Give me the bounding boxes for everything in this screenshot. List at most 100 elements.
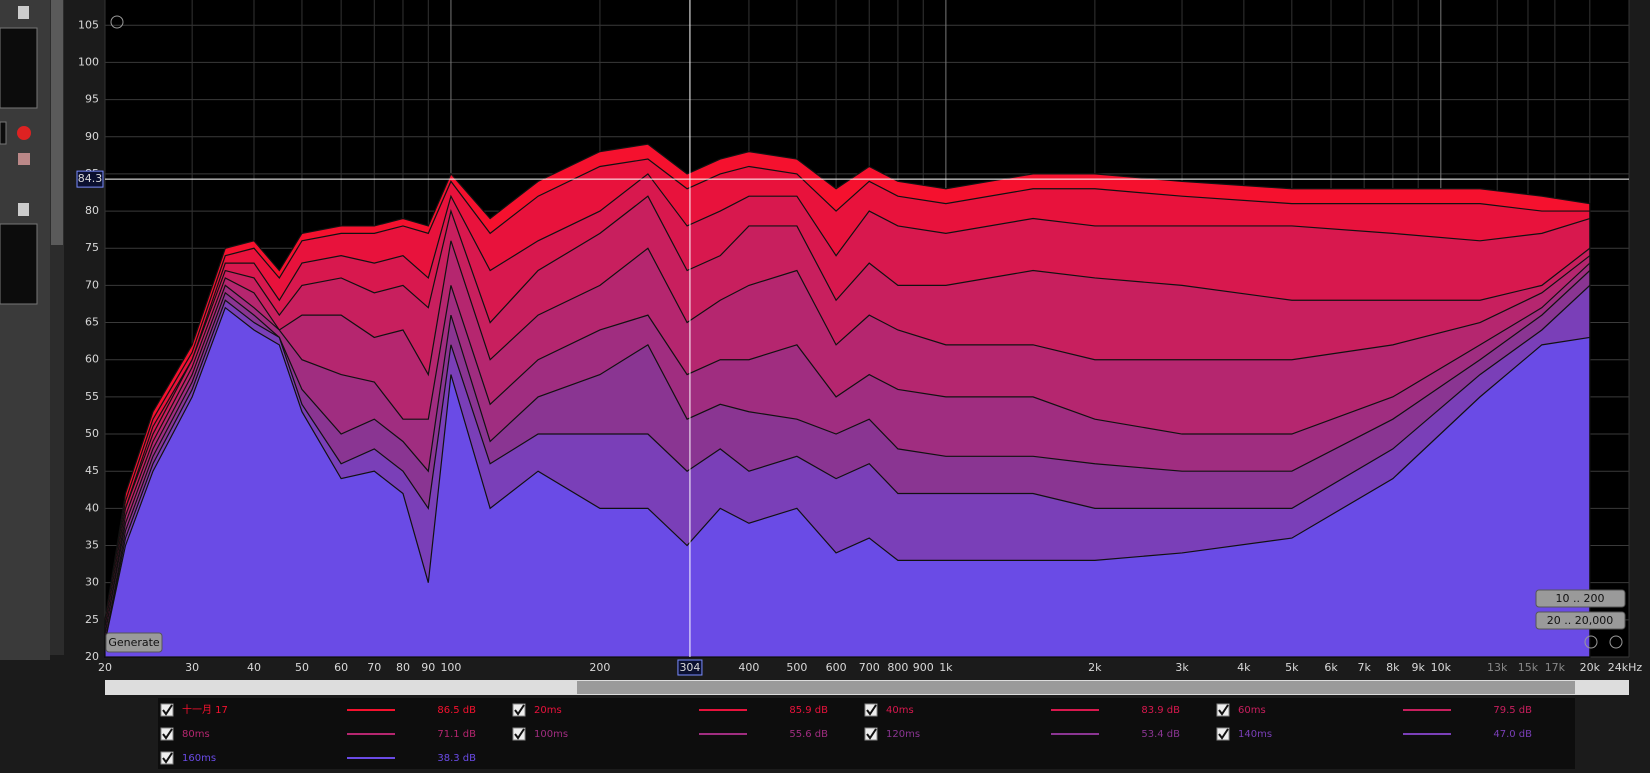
legend-name: 40ms <box>886 705 914 716</box>
x-tick-label: 30 <box>185 661 199 674</box>
x-tick-label: 7k <box>1357 661 1371 674</box>
y-tick-label: 105 <box>78 18 99 31</box>
x-tick-label: 500 <box>786 661 807 674</box>
x-tick-label: 8k <box>1386 661 1400 674</box>
y-tick-label: 35 <box>85 539 99 552</box>
side-panel <box>0 0 50 660</box>
h-scroll-thumb[interactable] <box>577 681 1575 694</box>
x-tick-label: 9k <box>1411 661 1425 674</box>
y-tick-label: 70 <box>85 278 99 291</box>
legend-value: 85.9 dB <box>789 705 828 716</box>
check-mark <box>866 704 877 716</box>
legend-name: 80ms <box>182 729 210 740</box>
legend-name: 140ms <box>1238 729 1272 740</box>
cursor-x-box <box>677 659 703 676</box>
button-label: Generate <box>108 636 160 649</box>
x-tick-label: 80 <box>396 661 410 674</box>
legend-value: 83.9 dB <box>1141 705 1180 716</box>
legend-name: 60ms <box>1238 705 1266 716</box>
x-tick-label: 100 <box>440 661 461 674</box>
legend-value: 79.5 dB <box>1493 705 1532 716</box>
x-tick-label: 13k <box>1487 661 1508 674</box>
x-tick-label: 3k <box>1175 661 1189 674</box>
legend-value: 38.3 dB <box>437 753 476 764</box>
x-tick-label: 20 <box>98 661 112 674</box>
x-tick-label: 1k <box>939 661 953 674</box>
x-tick-label: 900 <box>913 661 934 674</box>
legend-value: 86.5 dB <box>437 705 476 716</box>
check-mark <box>162 728 173 740</box>
cursor-y-box <box>76 170 104 188</box>
check-mark <box>1218 728 1229 740</box>
x-tick-label: 70 <box>367 661 381 674</box>
check-mark <box>514 728 525 740</box>
edit-icon[interactable] <box>18 153 30 165</box>
y-tick-label: 80 <box>85 204 99 217</box>
x-tick-label: 200 <box>589 661 610 674</box>
button-label: 10 .. 200 <box>1556 592 1605 605</box>
zoom-out-icon[interactable] <box>1584 635 1598 649</box>
x-tick-label: 90 <box>421 661 435 674</box>
y-tick-label: 75 <box>85 241 99 254</box>
y-tick-label: 55 <box>85 390 99 403</box>
y-tick-label: 60 <box>85 353 99 366</box>
legend-value: 55.6 dB <box>789 729 828 740</box>
side-scroll-thumb[interactable] <box>51 0 63 245</box>
legend-name: 160ms <box>182 753 216 764</box>
check-mark <box>514 704 525 716</box>
y-tick-label: 100 <box>78 55 99 68</box>
legend-name: 20ms <box>534 705 562 716</box>
x-tick-label: 4k <box>1237 661 1251 674</box>
y-tick-label: 45 <box>85 464 99 477</box>
doc-icon[interactable] <box>18 6 29 19</box>
x-tick-label: 15k <box>1518 661 1539 674</box>
y-tick-label: 50 <box>85 427 99 440</box>
x-tick-label: 17k <box>1545 661 1566 674</box>
y-tick-label: 25 <box>85 613 99 626</box>
legend-name: 十一月 17 <box>182 703 228 716</box>
y-tick-label: 40 <box>85 501 99 514</box>
check-mark <box>162 704 173 716</box>
x-tick-label: 5k <box>1285 661 1299 674</box>
check-mark <box>162 752 173 764</box>
legend-value: 71.1 dB <box>437 729 476 740</box>
x-tick-label: 10k <box>1431 661 1452 674</box>
doc-icon[interactable] <box>18 203 29 216</box>
x-tick-label: 24kHz <box>1608 661 1643 674</box>
x-tick-label: 50 <box>295 661 309 674</box>
x-tick-label: 60 <box>334 661 348 674</box>
y-tick-label: 65 <box>85 316 99 329</box>
x-tick-label: 400 <box>738 661 759 674</box>
y-tick-label: 20 <box>85 650 99 663</box>
zoom-in-icon[interactable] <box>1609 635 1623 649</box>
check-mark <box>1218 704 1229 716</box>
x-tick-label: 600 <box>826 661 847 674</box>
generate-button[interactable]: Generate <box>105 632 163 653</box>
y-tick-label: 30 <box>85 576 99 589</box>
x-tick-label: 2k <box>1088 661 1102 674</box>
side-box <box>0 223 38 305</box>
button-label: 20 .. 20,000 <box>1547 614 1613 627</box>
x-tick-label: 800 <box>887 661 908 674</box>
range-full-button[interactable]: 20 .. 20,000 <box>1535 611 1626 630</box>
y-tick-label: 95 <box>85 93 99 106</box>
legend-name: 120ms <box>886 729 920 740</box>
zoom-out-icon[interactable] <box>110 15 124 29</box>
cursor-x-label: 304 <box>679 661 700 674</box>
legend-name: 100ms <box>534 729 568 740</box>
decay-area <box>104 306 1591 658</box>
range-low-button[interactable]: 10 .. 200 <box>1535 589 1626 608</box>
x-tick-label: 700 <box>859 661 880 674</box>
legend-value: 53.4 dB <box>1141 729 1180 740</box>
side-box <box>0 27 38 109</box>
legend-value: 47.0 dB <box>1493 729 1532 740</box>
side-field <box>0 121 7 145</box>
x-tick-label: 20k <box>1580 661 1601 674</box>
close-icon[interactable] <box>17 126 31 140</box>
x-tick-label: 40 <box>247 661 261 674</box>
x-tick-label: 6k <box>1324 661 1338 674</box>
check-mark <box>866 728 877 740</box>
cursor-y-label: 84.3 <box>78 172 103 185</box>
